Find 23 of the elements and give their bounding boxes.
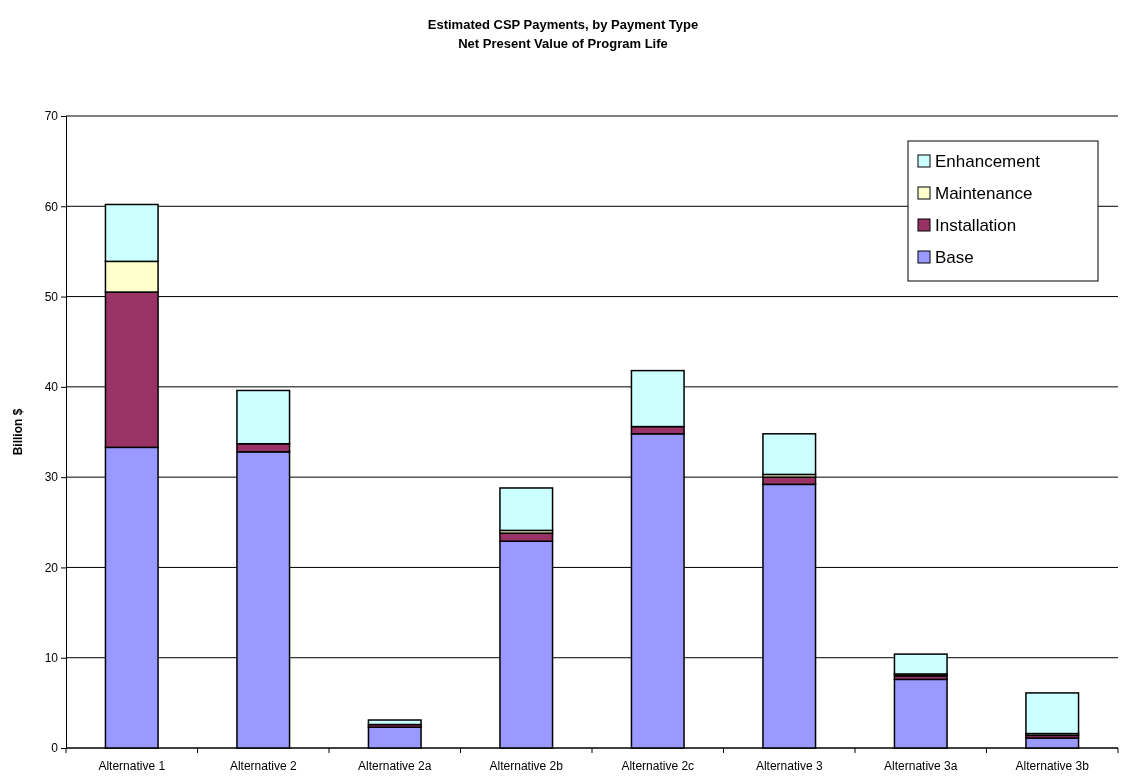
- x-tick-label: Alternative 2a: [358, 759, 432, 773]
- y-tick-label: 0: [51, 741, 59, 756]
- y-tick-label: 50: [44, 289, 59, 304]
- y-tick-label: 40: [44, 380, 59, 395]
- chart-title: Estimated CSP Payments, by Payment Type: [427, 17, 699, 32]
- y-tick-label: 70: [44, 109, 59, 124]
- legend-label: Maintenance: [935, 184, 1033, 203]
- y-axis-title: Billion $: [11, 408, 25, 456]
- legend-label: Enhancement: [935, 152, 1041, 171]
- x-tick-label: Alternative 2c: [621, 759, 695, 773]
- y-tick-label: 10: [44, 651, 59, 666]
- x-tick-label: Alternative 3a: [884, 759, 958, 773]
- x-tick-label: Alternative 2: [229, 759, 297, 773]
- chart-subtitle: Net Present Value of Program Life: [458, 36, 668, 51]
- y-tick-label: 30: [44, 470, 59, 485]
- y-tick-label: 20: [44, 560, 59, 575]
- legend-label: Installation: [935, 216, 1017, 235]
- x-tick-label: Alternative 3: [755, 759, 823, 773]
- y-tick-label: 60: [44, 199, 59, 214]
- x-tick-label: Alternative 2b: [489, 759, 564, 773]
- legend-label: Base: [935, 248, 974, 267]
- x-tick-label: Alternative 3b: [1015, 759, 1090, 773]
- x-tick-label: Alternative 1: [98, 759, 166, 773]
